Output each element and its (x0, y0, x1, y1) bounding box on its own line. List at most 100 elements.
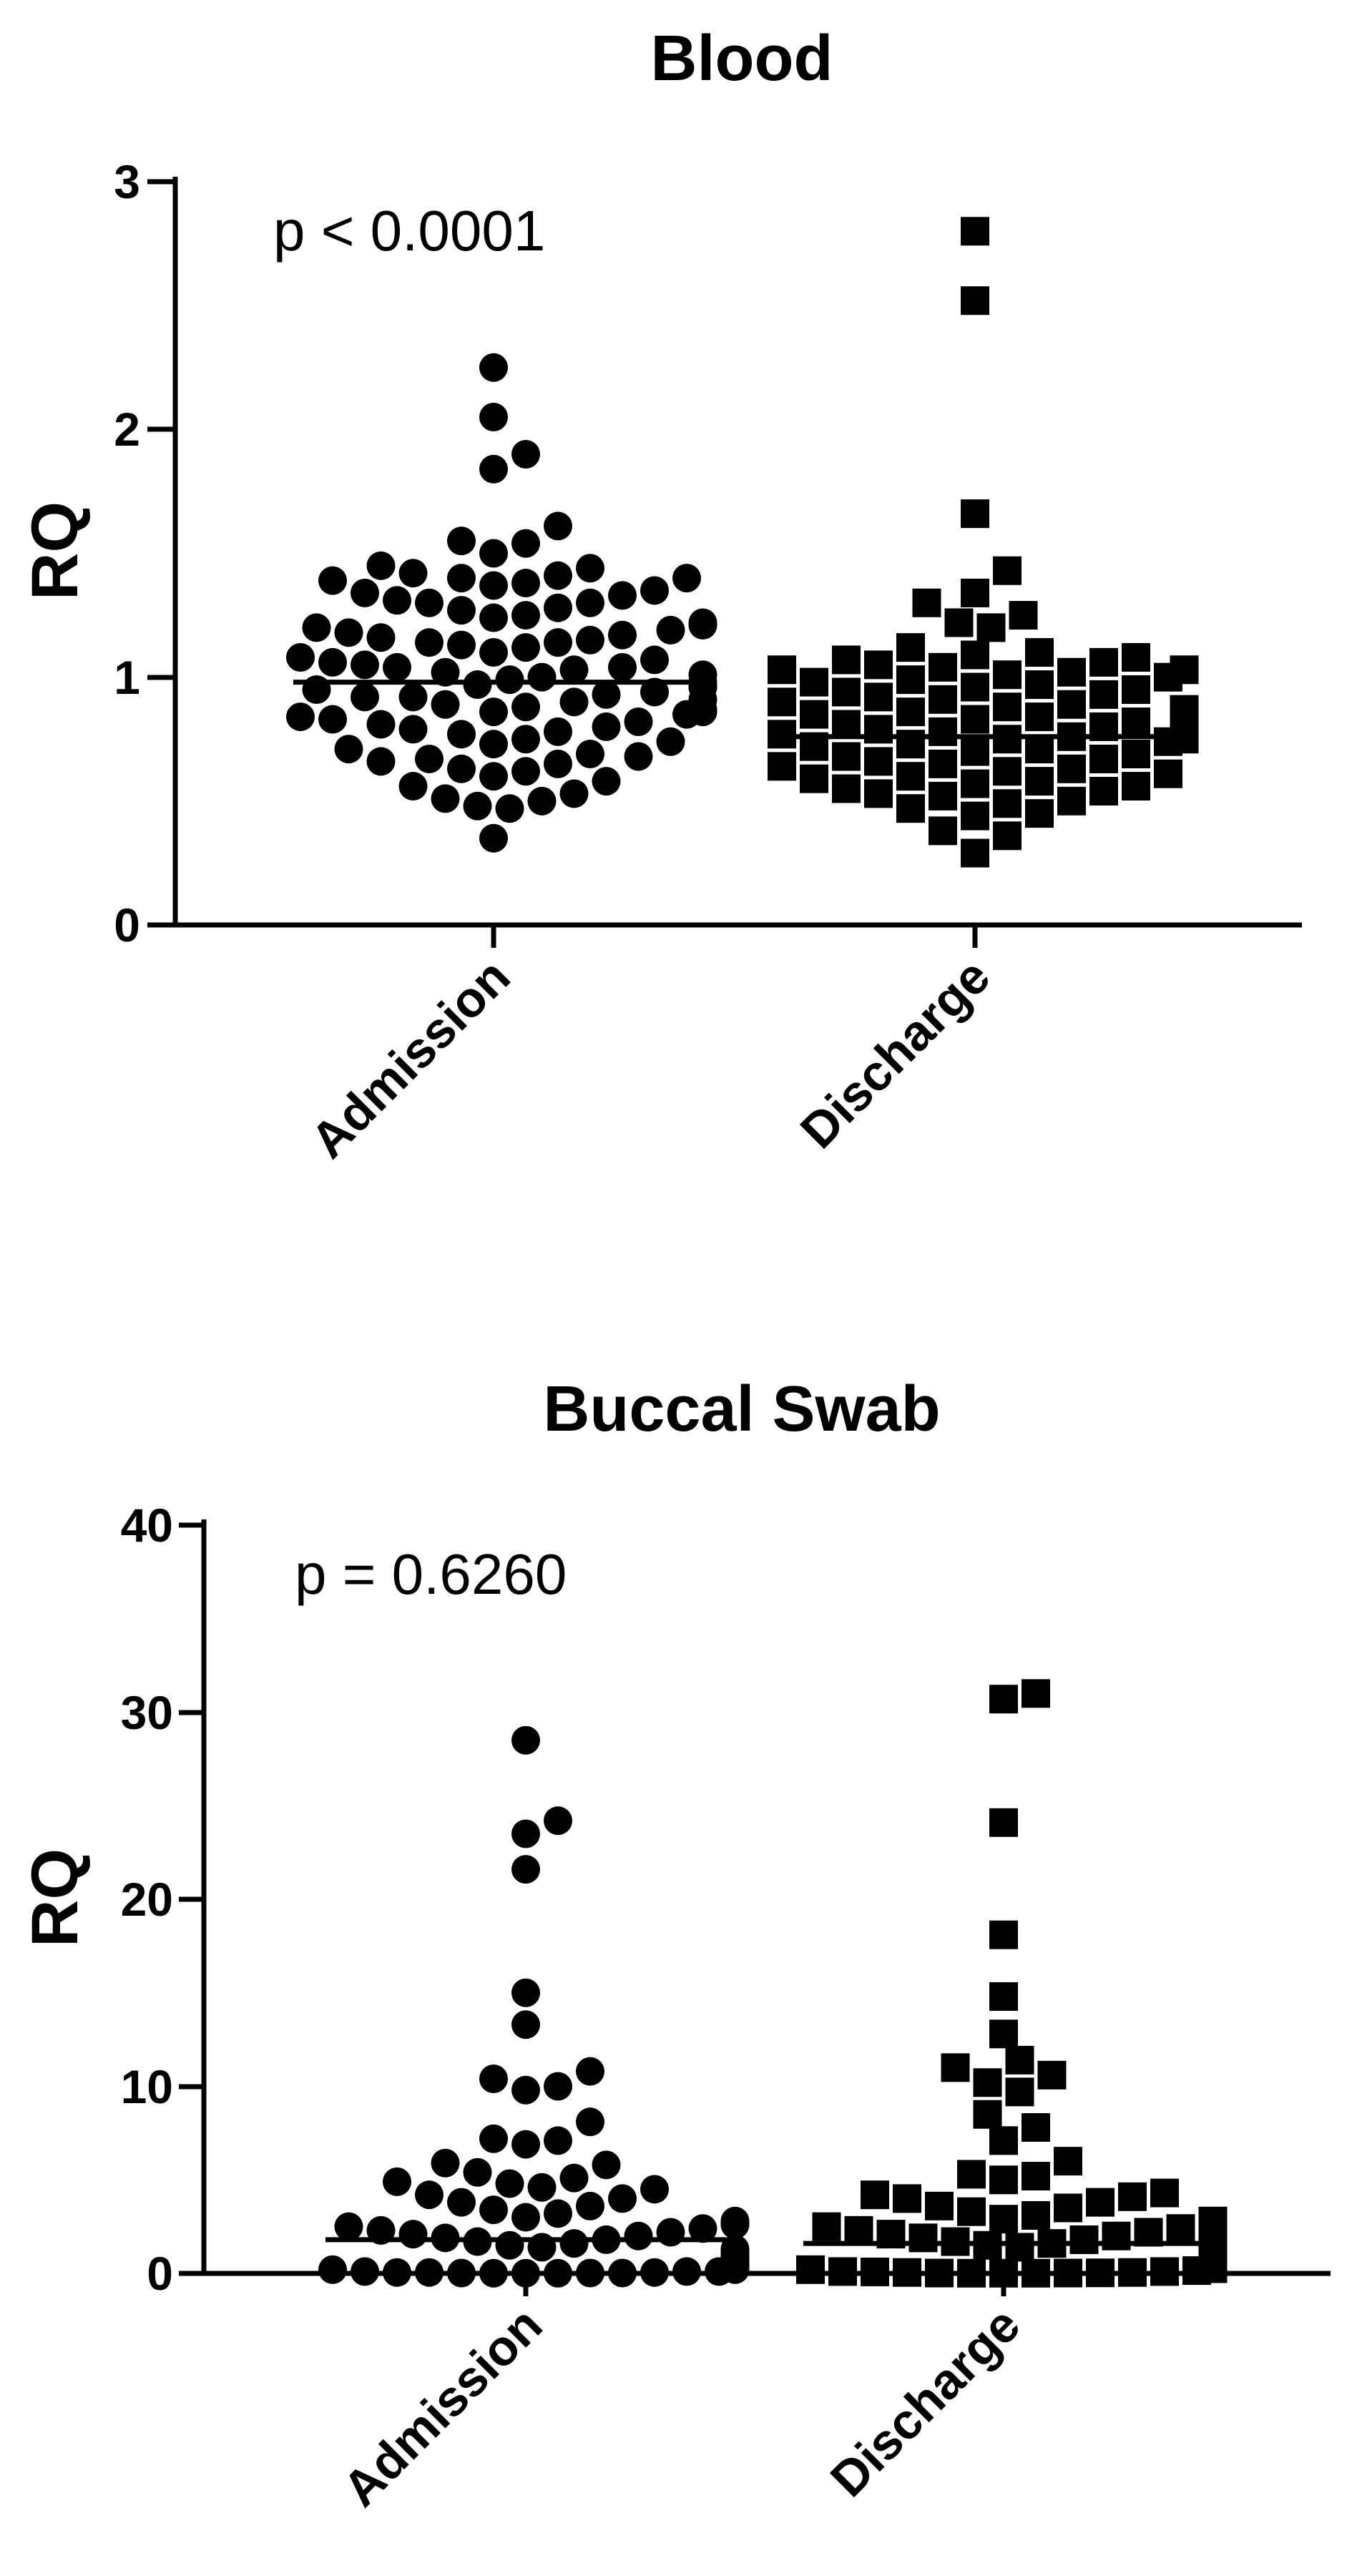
data-point-admission (527, 786, 557, 816)
data-point-discharge (944, 608, 974, 637)
y-axis-label: RQ (19, 1848, 92, 1947)
data-point-admission (559, 2229, 589, 2258)
data-point-admission (527, 2173, 557, 2202)
data-point-discharge (864, 715, 893, 744)
data-point-admission (720, 2206, 750, 2235)
data-point-discharge (1005, 2233, 1034, 2262)
data-point-discharge (864, 747, 893, 776)
data-point-discharge (908, 2223, 938, 2253)
data-point-admission (479, 353, 508, 382)
data-point-admission (479, 603, 508, 632)
data-point-discharge (1089, 744, 1118, 773)
data-point-admission (415, 2180, 444, 2210)
data-point-discharge (989, 1920, 1018, 1949)
data-point-admission (334, 735, 363, 764)
data-point-discharge (973, 2068, 1002, 2097)
data-point-admission (640, 677, 669, 707)
data-point-discharge (961, 769, 989, 798)
data-point-admission (351, 2257, 379, 2286)
data-point-discharge (989, 1982, 1018, 2011)
data-point-admission (383, 2258, 411, 2287)
data-point-admission (286, 702, 315, 732)
data-point-admission (544, 511, 572, 541)
data-point-admission (688, 660, 717, 690)
data-point-admission (447, 630, 476, 660)
data-point-admission (431, 657, 460, 687)
data-point-discharge (976, 613, 1006, 642)
data-point-discharge (1022, 2113, 1050, 2142)
data-point-discharge (832, 774, 861, 803)
data-point-admission (576, 2191, 604, 2220)
data-point-discharge (961, 640, 989, 670)
data-point-admission (640, 2175, 669, 2204)
data-point-admission (479, 403, 508, 432)
data-point-discharge (1198, 2206, 1228, 2235)
data-point-admission (544, 2072, 572, 2101)
data-point-admission (447, 754, 476, 783)
panel-blood: Blood RQ p < 0.0001 0 1 2 3 Admission Di… (19, 23, 1302, 1169)
data-point-discharge (1069, 2225, 1099, 2254)
data-point-discharge (989, 1808, 1018, 1837)
data-point-admission (672, 2257, 701, 2286)
data-point-discharge (893, 2184, 921, 2213)
data-point-admission (366, 747, 396, 776)
data-point-admission (447, 2258, 476, 2288)
data-point-discharge (961, 838, 989, 868)
data-point-admission (334, 2212, 363, 2241)
data-point-discharge (1054, 2258, 1082, 2288)
data-point-admission (656, 727, 685, 756)
data-point-admission (608, 2258, 637, 2288)
data-point-discharge (896, 730, 925, 759)
data-point-discharge (989, 2165, 1018, 2195)
data-point-admission (495, 2230, 524, 2260)
data-point-discharge (957, 2258, 986, 2288)
data-point-admission (351, 682, 379, 712)
data-point-admission (479, 762, 508, 791)
data-point-admission (351, 650, 379, 680)
data-point-admission (576, 625, 604, 655)
data-point-admission (672, 564, 701, 593)
data-point-discharge (929, 781, 957, 810)
data-point-admission (398, 715, 428, 744)
data-point-admission (544, 717, 572, 746)
data-point-discharge (1086, 2188, 1114, 2217)
data-point-admission (544, 2126, 572, 2155)
data-point-discharge (961, 217, 989, 246)
data-point-admission (479, 730, 508, 759)
data-point-discharge (812, 2212, 841, 2241)
data-point-admission (398, 559, 428, 588)
data-point-admission (511, 2010, 540, 2039)
data-point-discharge (1122, 740, 1150, 769)
data-point-admission (415, 2258, 444, 2287)
data-point-admission (527, 662, 557, 692)
data-point-admission (576, 740, 604, 769)
data-points (318, 1679, 1228, 2288)
data-point-admission (479, 2195, 508, 2225)
data-point-admission (511, 1725, 540, 1755)
data-point-discharge (993, 757, 1022, 786)
data-point-admission (479, 2124, 508, 2153)
data-point-admission (592, 2150, 621, 2180)
data-point-admission (624, 707, 653, 737)
data-point-admission (608, 652, 637, 682)
data-point-admission (383, 652, 411, 682)
data-point-admission (351, 578, 379, 607)
data-point-admission (688, 608, 717, 637)
data-point-admission (479, 454, 508, 484)
data-point-discharge (1054, 2147, 1082, 2176)
data-point-admission (511, 529, 540, 558)
data-point-discharge (832, 645, 861, 675)
data-point-discharge (1089, 776, 1118, 805)
y-axis-label: RQ (19, 501, 92, 600)
data-point-admission (544, 593, 572, 622)
data-point-admission (511, 2258, 540, 2288)
data-point-admission (479, 2065, 508, 2094)
data-point-discharge (957, 2160, 986, 2189)
data-point-admission (431, 690, 460, 719)
data-point-discharge (864, 650, 893, 680)
data-point-discharge (1154, 759, 1182, 788)
data-point-admission (511, 439, 540, 469)
data-point-discharge (961, 705, 989, 734)
y-tick-label: 30 (121, 1686, 173, 1739)
data-point-discharge (925, 2258, 954, 2288)
